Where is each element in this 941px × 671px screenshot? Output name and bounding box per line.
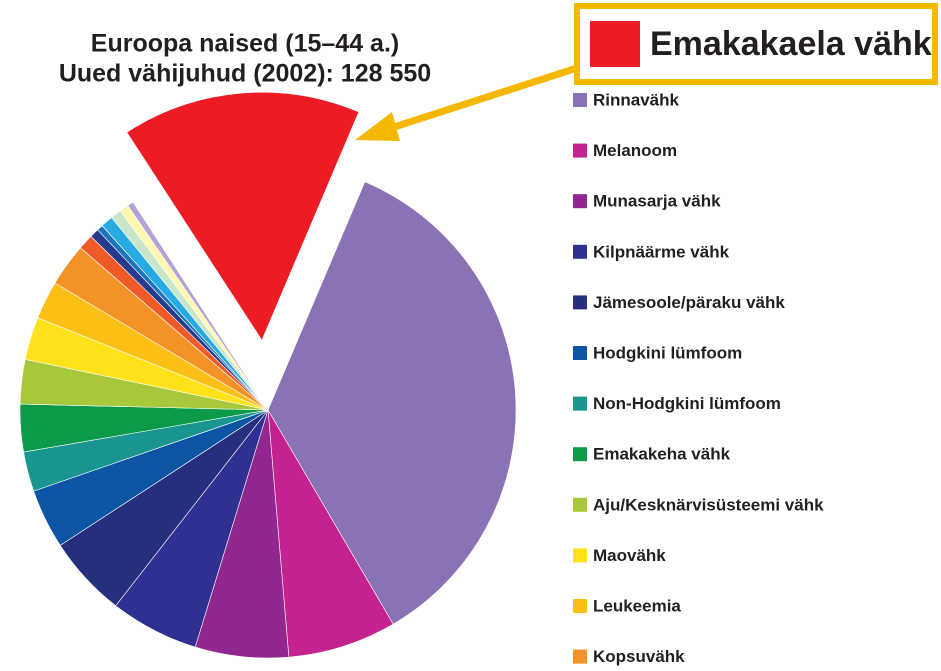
legend-label: Melanoom: [593, 141, 677, 160]
legend-label: Non-Hodgkini lümfoom: [593, 394, 781, 413]
legend-swatch: [573, 497, 587, 512]
legend-label: Hodgkini lümfoom: [593, 343, 742, 362]
highlight-box: [574, 3, 938, 85]
legend-swatch: [573, 599, 587, 613]
legend-swatch: [573, 447, 587, 462]
legend-swatch: [573, 194, 587, 209]
legend-label: Munasarja vähk: [593, 192, 721, 211]
legend-swatch: [573, 649, 587, 664]
legend-swatch: [573, 295, 587, 310]
legend-swatch: [573, 346, 587, 360]
legend-label: Jämesoole/päraku vähk: [593, 293, 785, 312]
legend-label: Kilpnäärme vähk: [593, 242, 730, 261]
legend-label: Emakakeha vähk: [593, 445, 731, 464]
pie-slice: [126, 91, 360, 341]
legend-label: Emakakaela vähk: [650, 25, 932, 63]
legend-label: Aju/Kesknärvisüsteemi vähk: [593, 495, 824, 514]
pie-slice: [267, 181, 517, 625]
legend-swatch: [573, 548, 587, 563]
arrow-head: [355, 112, 400, 141]
legend-label: Leukeemia: [593, 596, 681, 615]
legend-swatch: [573, 143, 587, 158]
legend-swatch: [573, 244, 587, 259]
legend-label: Rinnavähk: [593, 90, 680, 109]
legend-swatch: [573, 396, 587, 411]
pie-slice: [267, 409, 394, 658]
chart-title: Euroopa naised (15–44 a.): [91, 30, 399, 58]
pie-slice: [127, 201, 269, 411]
legend-label: Kopsuvähk: [593, 647, 685, 666]
legend-swatch: [573, 93, 587, 107]
chart-subtitle: Uued vähijuhud (2002): 128 550: [59, 60, 431, 88]
legend-swatch: [590, 21, 640, 67]
highlight-arrow: [383, 64, 579, 134]
legend-label: Maovähk: [593, 546, 666, 565]
